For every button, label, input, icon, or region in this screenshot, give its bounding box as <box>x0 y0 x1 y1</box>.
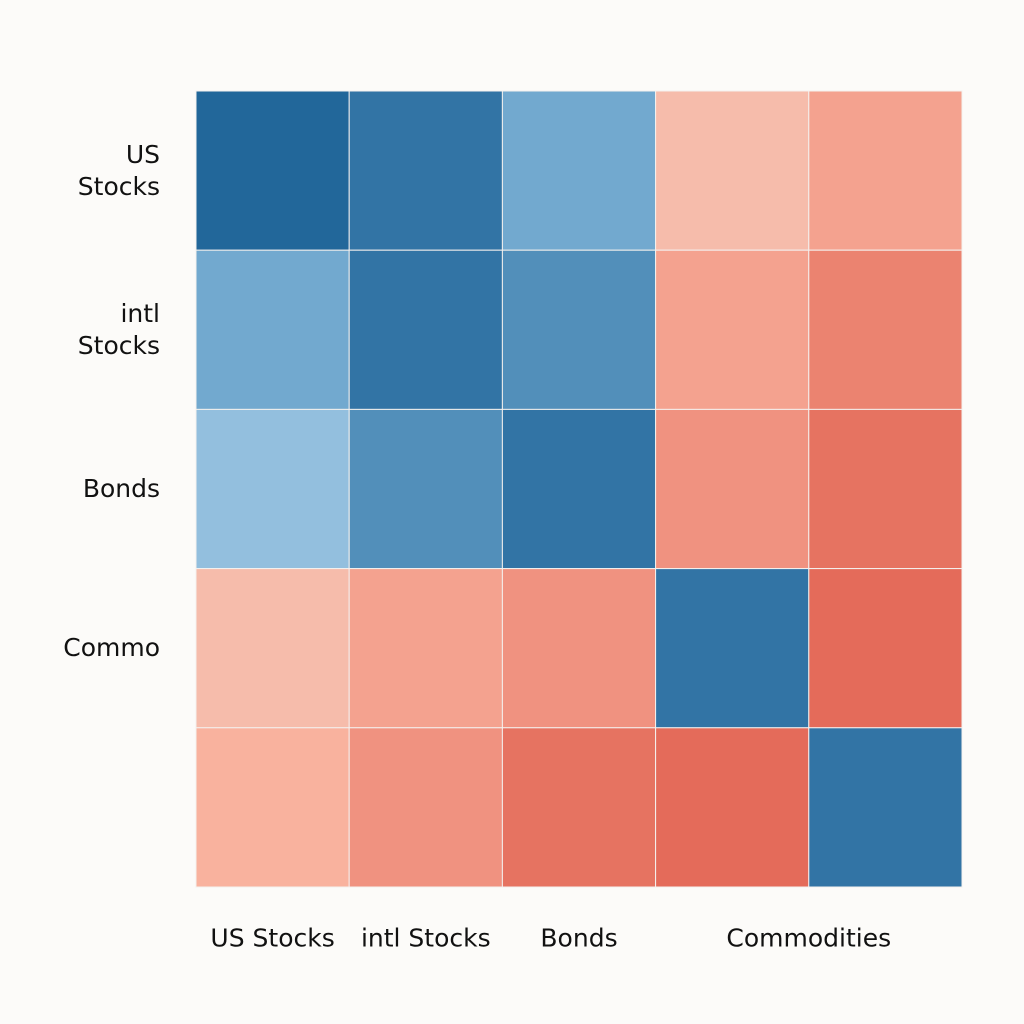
y-tick-label: US Stocks <box>77 139 160 201</box>
heatmap-cell <box>348 568 503 729</box>
heatmap-cell <box>501 568 657 729</box>
heatmap-cell <box>501 249 657 410</box>
x-tick-label: US Stocks <box>210 923 335 953</box>
y-tick-label: intl Stocks <box>77 298 160 360</box>
heatmap-cell <box>195 249 350 410</box>
heatmap-cell <box>808 568 963 729</box>
heatmap-cell <box>195 90 350 251</box>
y-tick-label: Bonds <box>82 474 160 503</box>
heatmap-cell <box>501 727 657 888</box>
heatmap-cell <box>348 408 503 570</box>
heatmap-cell <box>655 727 810 888</box>
x-tick-label: intl Stocks <box>360 923 491 953</box>
heatmap-cell <box>808 727 963 888</box>
heatmap-cell <box>195 727 350 888</box>
heatmap-cell <box>195 408 350 570</box>
heatmap-cell <box>348 249 503 410</box>
heatmap-cell <box>655 408 810 570</box>
heatmap-cell <box>655 90 810 251</box>
heatmap-cell <box>501 408 657 570</box>
heatmap-cell <box>655 249 810 410</box>
heatmap-cell <box>501 90 657 251</box>
heatmap-cell <box>808 90 963 251</box>
heatmap-cell <box>808 249 963 410</box>
heatmap-cell <box>195 568 350 729</box>
y-tick-label: Commo <box>63 633 160 663</box>
x-tick-label: Commodities <box>726 923 892 953</box>
heatmap-cell <box>808 408 963 570</box>
heatmap-cell <box>655 568 810 729</box>
x-tick-label: Bonds <box>540 923 618 953</box>
heatmap-cell <box>348 90 503 251</box>
heatmap-cell <box>348 727 503 888</box>
